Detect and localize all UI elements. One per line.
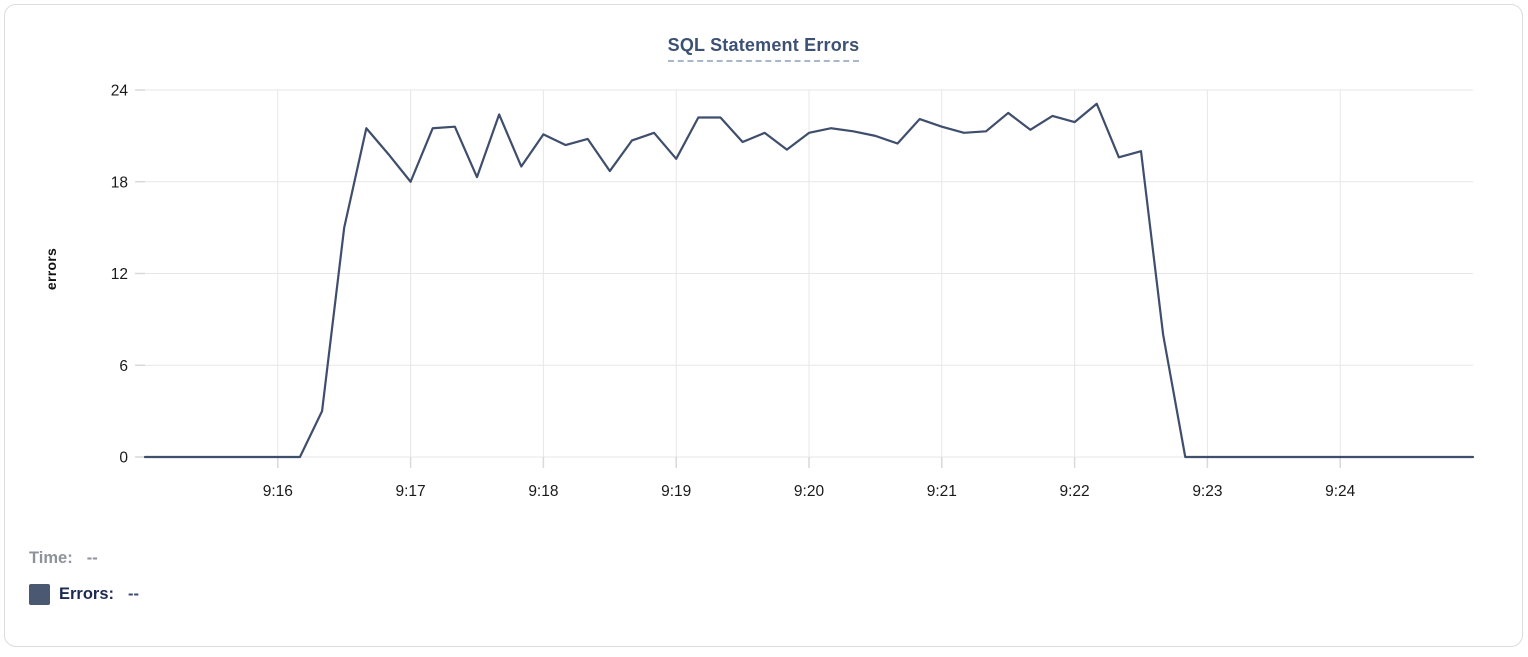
- errors-value: --: [128, 585, 140, 603]
- tooltip-errors-row: Errors: --: [29, 584, 139, 605]
- y-tick-label: 18: [111, 174, 128, 191]
- y-tick-label: 6: [119, 358, 128, 375]
- x-tick-label: 9:22: [1060, 483, 1090, 500]
- time-label: Time:: [29, 549, 73, 567]
- time-value: --: [86, 549, 98, 567]
- x-tick-label: 9:23: [1192, 483, 1222, 500]
- x-tick-label: 9:24: [1325, 483, 1356, 500]
- chart-header: SQL Statement Errors: [5, 35, 1522, 62]
- chart-card: SQL Statement Errors errors 0 6 12 18 24 9:16…: [4, 4, 1523, 647]
- y-tick-label: 12: [111, 266, 128, 283]
- tooltip-time-row: Time: --: [29, 549, 139, 568]
- chart-title-link[interactable]: SQL Statement Errors: [667, 35, 860, 62]
- y-tick-label: 0: [119, 450, 128, 467]
- x-tick-label: 9:19: [661, 483, 691, 500]
- x-tick-label: 9:17: [396, 483, 426, 500]
- x-tick-label: 9:18: [528, 483, 558, 500]
- errors-line-chart[interactable]: 0 6 12 18 24 9:16 9:17 9:18 9:19 9:20 9:21 9:22 9:23…: [5, 5, 1528, 657]
- errors-label: Errors:: [59, 585, 115, 603]
- x-tick-label: 9:20: [794, 483, 825, 500]
- x-tick-label: 9:16: [263, 483, 293, 500]
- errors-series-swatch-icon: [29, 584, 50, 605]
- errors-line-series: [143, 102, 1475, 459]
- hover-readout: Time: -- Errors: --: [29, 549, 139, 621]
- y-tick-label: 24: [111, 83, 129, 100]
- x-tick-label: 9:21: [927, 483, 957, 500]
